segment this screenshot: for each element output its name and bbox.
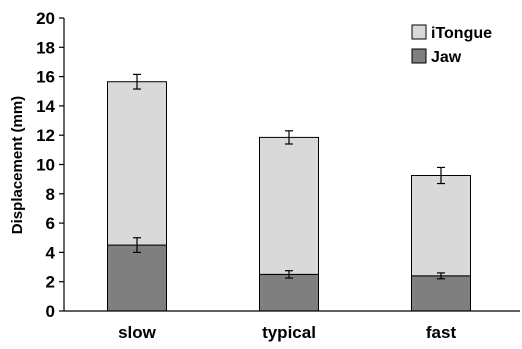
legend-swatch: [411, 24, 427, 40]
legend-item-itongue: iTongue: [411, 24, 492, 42]
y-tick-label: 16: [36, 68, 55, 87]
y-tick-label: 0: [46, 302, 55, 321]
y-tick-label: 20: [36, 9, 55, 28]
error-bar-jaw-fast: [437, 272, 445, 280]
bar-jaw-fast: [411, 275, 471, 312]
legend-label: Jaw: [431, 49, 462, 66]
legend-label: iTongue: [431, 25, 492, 42]
legend-item-jaw: Jaw: [411, 48, 462, 66]
y-tick-label: 18: [36, 38, 55, 57]
y-tick-label: 2: [46, 273, 55, 292]
y-tick-label: 10: [36, 156, 55, 175]
error-bar-itongue-fast: [437, 166, 445, 185]
legend: iTongue Jaw: [411, 24, 492, 66]
x-axis-categories: slow typical fast: [118, 323, 456, 342]
error-bars: [133, 73, 445, 280]
y-tick-label: 8: [46, 185, 55, 204]
error-bar-jaw-slow: [133, 237, 141, 253]
legend-swatch: [411, 48, 427, 64]
y-tick-label: 12: [36, 126, 55, 145]
x-category-label: slow: [118, 323, 157, 342]
y-tick-label: 14: [36, 97, 55, 116]
bar-jaw-typical: [259, 273, 319, 312]
error-bar-itongue-slow: [133, 73, 141, 90]
x-category-label: typical: [262, 323, 316, 342]
error-bar-jaw-typical: [285, 270, 293, 279]
bar-itongue-fast: [411, 174, 471, 277]
bar-itongue-typical: [259, 136, 319, 275]
x-category-label: fast: [426, 323, 457, 342]
y-axis-ticks: 0 2 4 6 8 10 12 14 16 18 20: [36, 9, 64, 321]
y-axis-label: Displacement (mm): [9, 96, 26, 234]
bar-jaw-slow: [107, 244, 167, 312]
bars: [107, 81, 471, 312]
y-tick-label: 6: [46, 214, 55, 233]
y-tick-label: 4: [46, 243, 56, 262]
bar-itongue-slow: [107, 81, 167, 246]
error-bar-itongue-typical: [285, 130, 293, 145]
